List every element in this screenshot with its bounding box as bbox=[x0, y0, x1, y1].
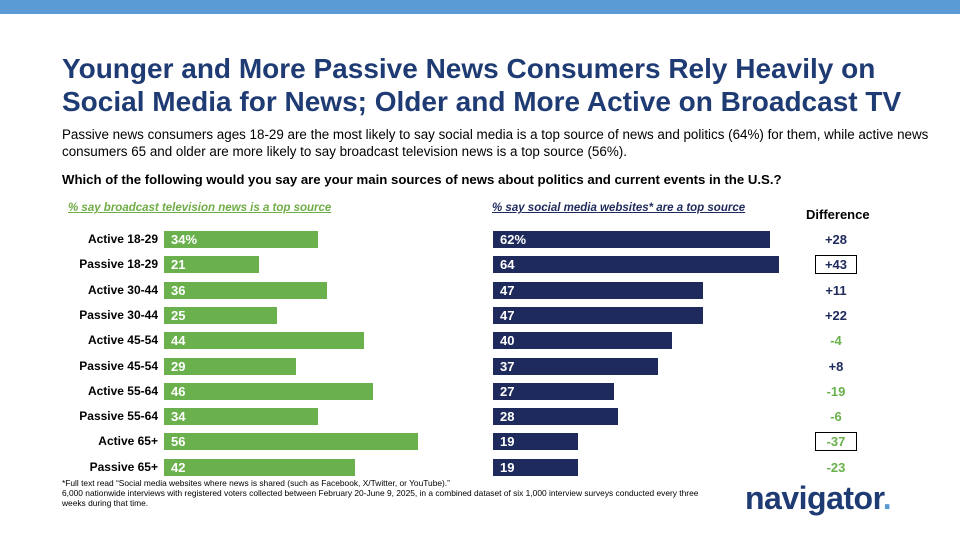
broadcast-bar: 46 bbox=[164, 383, 373, 400]
broadcast-bar-label: 56 bbox=[171, 434, 186, 449]
row-label: Passive 18-29 bbox=[79, 257, 158, 271]
social-bar-label: 27 bbox=[500, 384, 515, 399]
subtitle: Passive news consumers ages 18-29 are th… bbox=[62, 127, 929, 159]
broadcast-bar: 29 bbox=[164, 358, 296, 375]
social-bar-label: 19 bbox=[500, 460, 515, 475]
row-label: Active 45-54 bbox=[87, 333, 158, 347]
difference-value: +8 bbox=[828, 359, 844, 374]
social-bar-label: 47 bbox=[500, 283, 515, 298]
broadcast-bar-label: 25 bbox=[171, 308, 186, 323]
broadcast-series-header: % say broadcast television news is a top… bbox=[68, 202, 332, 214]
navigator-logo: navigator. bbox=[745, 480, 892, 517]
social-bar-label: 37 bbox=[500, 359, 515, 374]
social-bar-label: 64 bbox=[500, 257, 515, 272]
broadcast-bar: 44 bbox=[164, 332, 364, 349]
social-bar: 47 bbox=[493, 282, 703, 299]
broadcast-bar: 56 bbox=[164, 433, 418, 450]
difference-value: +11 bbox=[825, 283, 847, 298]
difference-header: Difference bbox=[806, 207, 870, 222]
social-bar: 27 bbox=[493, 383, 614, 400]
social-bar-label: 19 bbox=[500, 434, 515, 449]
broadcast-bar-label: 34 bbox=[171, 409, 186, 424]
footnote: *Full text read “Social media websites w… bbox=[62, 478, 702, 508]
social-bar-label: 40 bbox=[500, 333, 515, 348]
difference-value: -19 bbox=[826, 384, 846, 399]
broadcast-bar: 34 bbox=[164, 408, 318, 425]
page-title: Younger and More Passive News Consumers … bbox=[62, 53, 902, 117]
broadcast-bar-label: 21 bbox=[171, 257, 186, 272]
row-label: Active 18-29 bbox=[87, 232, 158, 246]
social-series-header: % say social media websites* are a top s… bbox=[492, 202, 746, 214]
broadcast-bar: 25 bbox=[164, 307, 277, 324]
difference-value: -4 bbox=[830, 333, 842, 348]
row-label: Active 65+ bbox=[98, 434, 158, 448]
broadcast-bar-label: 46 bbox=[171, 384, 186, 399]
broadcast-bar-label: 44 bbox=[171, 333, 186, 348]
social-bar: 19 bbox=[493, 433, 578, 450]
broadcast-bar-label: 29 bbox=[171, 359, 186, 374]
difference-value: +28 bbox=[824, 232, 848, 247]
social-bar-label: 47 bbox=[500, 308, 515, 323]
broadcast-bar: 36 bbox=[164, 282, 327, 299]
difference-value: -6 bbox=[830, 409, 842, 424]
social-bar: 28 bbox=[493, 408, 618, 425]
row-label: Active 55-64 bbox=[87, 384, 158, 398]
broadcast-bar-label: 36 bbox=[171, 283, 186, 298]
row-label: Passive 55-64 bbox=[79, 409, 158, 423]
social-bar: 64 bbox=[493, 256, 779, 273]
row-label: Passive 65+ bbox=[89, 460, 158, 474]
row-label: Passive 45-54 bbox=[79, 359, 158, 373]
broadcast-bar: 34% bbox=[164, 231, 318, 248]
social-bar: 47 bbox=[493, 307, 703, 324]
broadcast-bar: 21 bbox=[164, 256, 259, 273]
social-bar: 19 bbox=[493, 459, 578, 476]
social-bar-label: 28 bbox=[500, 409, 515, 424]
broadcast-bar-label: 34% bbox=[171, 232, 198, 247]
social-bar: 37 bbox=[493, 358, 658, 375]
broadcast-bar-label: 42 bbox=[171, 460, 186, 475]
logo-text: navigator bbox=[745, 480, 883, 516]
top-accent-bar bbox=[0, 0, 960, 14]
row-label: Passive 30-44 bbox=[79, 308, 158, 322]
difference-value: +43 bbox=[815, 255, 857, 274]
difference-value: +22 bbox=[824, 308, 848, 323]
difference-value: -37 bbox=[815, 432, 857, 451]
footnote-line-1: *Full text read “Social media websites w… bbox=[62, 478, 450, 488]
logo-dot: . bbox=[882, 480, 892, 516]
social-bar: 62% bbox=[493, 231, 770, 248]
row-label: Active 30-44 bbox=[87, 283, 158, 297]
footnote-line-2: 6,000 nationwide interviews with registe… bbox=[62, 488, 699, 508]
difference-value: -23 bbox=[826, 460, 846, 475]
social-bar-label: 62% bbox=[500, 232, 527, 247]
broadcast-bar: 42 bbox=[164, 459, 355, 476]
survey-question: Which of the following would you say are… bbox=[62, 172, 782, 187]
social-bar: 40 bbox=[493, 332, 672, 349]
